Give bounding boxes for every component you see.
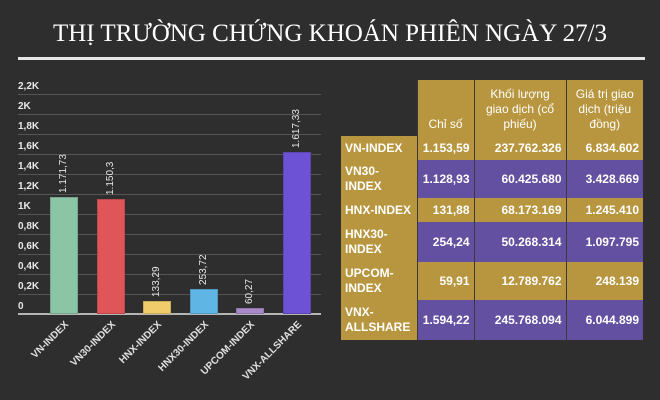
gridline	[18, 154, 321, 155]
row-value: 3.428.669	[565, 160, 643, 198]
bar-value-label: 253,72	[197, 254, 209, 285]
row-volume: 245.768.094	[473, 300, 566, 340]
row-value: 1.097.795	[565, 222, 643, 262]
bar-value-label: 1.171,73	[58, 153, 69, 193]
gridline	[18, 294, 321, 295]
y-tick-label: 1K	[18, 201, 31, 212]
row-volume: 12.789.762	[473, 262, 566, 300]
header-value: Giá trị giao dịch (triệu đồng)	[565, 80, 643, 136]
gridline	[18, 234, 321, 235]
table-header-row: Chỉ số Khối lượng giao dịch (cổ phiếu) G…	[341, 80, 643, 136]
row-name: VNX-ALLSHARE	[341, 300, 417, 340]
row-index: 59,91	[416, 262, 474, 300]
row-volume: 60.425.680	[473, 160, 566, 198]
row-value: 6.044.899	[565, 300, 643, 340]
row-volume: 50.268.314	[473, 222, 566, 262]
gridline	[18, 94, 321, 95]
gridline	[18, 254, 321, 255]
title-divider	[18, 57, 645, 60]
row-name: HNX-INDEX	[341, 198, 417, 222]
bar-value-label: 133,29	[151, 266, 163, 297]
row-name: VN30-INDEX	[341, 160, 417, 198]
header-volume: Khối lượng giao dịch (cổ phiếu)	[473, 80, 566, 136]
bar-vnx-allshare[interactable]	[283, 152, 311, 314]
row-index: 1.594,22	[416, 300, 474, 340]
header-empty	[341, 80, 417, 136]
gridline	[18, 274, 321, 275]
y-tick-label: 0	[18, 301, 24, 312]
row-index: 131,88	[416, 198, 474, 222]
bar-value-label: 1.150,3	[104, 161, 116, 195]
bar-vn30-index[interactable]	[96, 198, 125, 314]
gridline	[18, 214, 321, 215]
y-tick-label: 1,4K	[18, 161, 40, 172]
row-name: VN-INDEX	[341, 136, 417, 160]
row-index: 254,24	[416, 222, 474, 262]
table-row: VN30-INDEX 1.128,93 60.425.680 3.428.669	[341, 160, 643, 198]
y-tick-label: 2K	[18, 101, 31, 112]
y-tick-label: 0,8K	[18, 221, 40, 232]
row-volume: 237.762.326	[473, 136, 566, 160]
bar-hnx-index[interactable]	[143, 300, 172, 314]
gridline	[18, 134, 321, 135]
row-value: 6.834.602	[565, 136, 643, 160]
table-row: VNX-ALLSHARE 1.594,22 245.768.094 6.044.899	[341, 300, 643, 340]
bar-value-label: 60,27	[244, 278, 256, 304]
row-value: 248.139	[565, 262, 643, 300]
x-axis-line	[18, 313, 321, 315]
row-value: 1.245.410	[565, 198, 643, 222]
row-name: UPCOM-INDEX	[341, 262, 417, 300]
y-tick-label: 1,6K	[18, 141, 40, 152]
bar-value-label: 1.617,33	[291, 109, 302, 149]
gridline	[18, 194, 321, 195]
header-index: Chỉ số	[416, 80, 474, 136]
y-tick-label: 1,8K	[18, 121, 40, 132]
y-tick-label: 0,4K	[18, 261, 40, 272]
row-index: 1.128,93	[416, 160, 474, 198]
bar-upcom-index[interactable]	[236, 307, 265, 314]
y-tick-label: 0,2K	[18, 281, 40, 292]
bar-vn-index[interactable]	[50, 196, 78, 314]
market-table: Chỉ số Khối lượng giao dịch (cổ phiếu) G…	[341, 80, 643, 340]
gridline	[18, 114, 321, 115]
table-row: VN-INDEX 1.153,59 237.762.326 6.834.602	[341, 136, 643, 160]
bar-hnx30-index[interactable]	[189, 288, 218, 314]
y-tick-label: 2,2K	[18, 81, 40, 92]
y-tick-label: 1,2K	[18, 181, 40, 192]
gridline	[18, 174, 321, 175]
table-row: HNX-INDEX 131,88 68.173.169 1.245.410	[341, 198, 643, 222]
row-name: HNX30-INDEX	[341, 222, 417, 262]
row-volume: 68.173.169	[473, 198, 566, 222]
table-row: UPCOM-INDEX 59,91 12.789.762 248.139	[341, 262, 643, 300]
y-tick-label: 0,6K	[18, 241, 40, 252]
table-row: HNX30-INDEX 254,24 50.268.314 1.097.795	[341, 222, 643, 262]
bar-chart: 0 0,2K 0,4K 0,6K 0,8K 1K 1,2K 1,4K 1,6K 1,8K 2K 2,2…	[18, 81, 321, 382]
row-index: 1.153,59	[416, 136, 474, 160]
page-title: THỊ TRƯỜNG CHỨNG KHOÁN PHIÊN NGÀY 27/3	[52, 20, 608, 47]
x-category-label: VN-INDEX	[29, 319, 72, 361]
